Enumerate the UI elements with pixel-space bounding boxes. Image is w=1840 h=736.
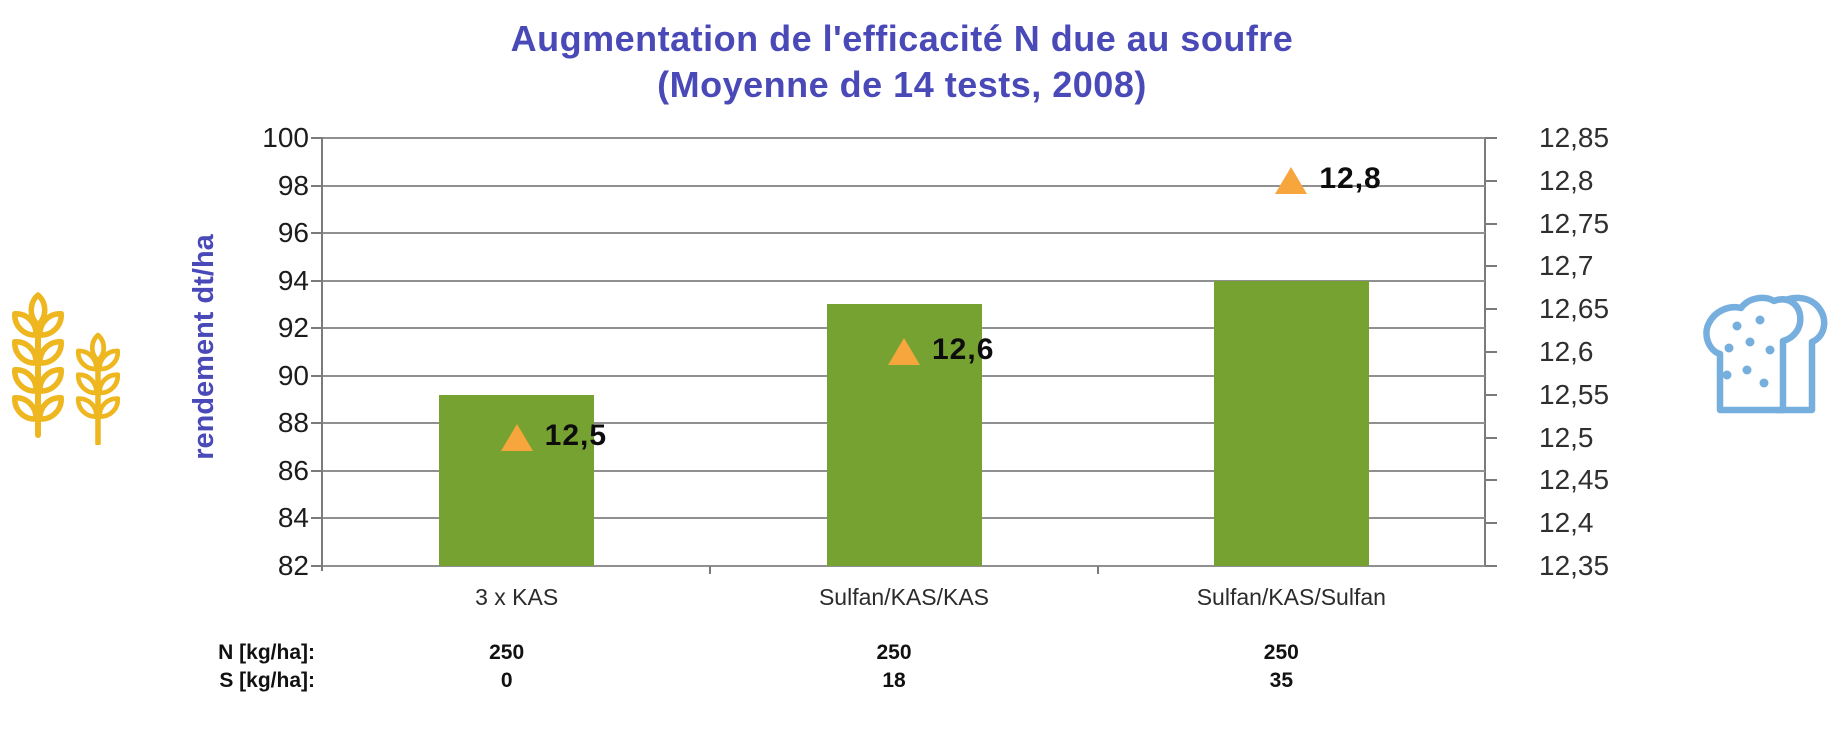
- left-tick-label: 92: [277, 312, 309, 344]
- category-label-1: 3 x KAS: [475, 584, 559, 610]
- left-axis-line: [321, 138, 323, 571]
- n-row-label: N [kg/ha]:: [218, 641, 315, 664]
- left-tick-label: 96: [277, 217, 309, 249]
- right-tick-label: 12,85: [1539, 122, 1610, 153]
- chart-title-line2: (Moyenne de 14 tests, 2008): [657, 64, 1147, 105]
- marker-triangle-2: [888, 338, 920, 365]
- left-tick: [311, 327, 323, 330]
- right-tick-label: 12,7: [1539, 250, 1594, 282]
- right-tick-label: 12,75: [1539, 207, 1610, 239]
- x-axis-tick: [1096, 566, 1099, 574]
- annotation-value: 18: [882, 669, 906, 692]
- gridline: [323, 232, 1485, 235]
- bread-crumb-dots: [1722, 315, 1775, 388]
- s-row-label: S [kg/ha]:: [219, 669, 315, 692]
- annotation-value: 250: [1263, 641, 1299, 664]
- right-tick: [1485, 393, 1497, 396]
- bar-1: [439, 394, 595, 566]
- category-label-3: Sulfan/KAS/Sulfan: [1196, 584, 1386, 610]
- left-tick: [311, 374, 323, 377]
- left-tick-label: 100: [262, 122, 309, 153]
- left-tick: [311, 422, 323, 425]
- right-tick: [1485, 351, 1497, 353]
- annotation-value: 250: [876, 641, 912, 664]
- left-tick: [311, 279, 323, 282]
- right-tick-label: 12,4: [1539, 507, 1594, 539]
- marker-triangle-3: [1275, 166, 1308, 194]
- gridline: [323, 279, 1485, 282]
- left-tick-label: 84: [277, 502, 309, 534]
- category-label-2: Sulfan/KAS/KAS: [818, 584, 990, 610]
- right-tick-label: 12,5: [1539, 421, 1594, 453]
- left-tick: [311, 469, 323, 472]
- left-tick-label: 90: [277, 359, 309, 391]
- left-tick: [311, 184, 323, 187]
- gridline: [323, 184, 1485, 187]
- left-tick-label: 88: [277, 407, 309, 439]
- bread-icon: [1703, 294, 1828, 414]
- left-tick: [311, 565, 323, 567]
- gridline: [323, 565, 1485, 567]
- annotation-value: 250: [489, 641, 525, 664]
- left-tick: [311, 517, 323, 520]
- right-tick: [1485, 222, 1497, 225]
- right-tick-label: 12,45: [1539, 464, 1610, 496]
- marker-label-2: 12,6: [932, 333, 995, 366]
- x-axis-tick: [709, 566, 712, 574]
- left-tick: [311, 232, 323, 235]
- right-tick: [1485, 479, 1497, 482]
- chart-title-line1: Augmentation de l'efficacité N due au so…: [510, 18, 1294, 59]
- gridline: [323, 137, 1485, 139]
- right-tick: [1485, 436, 1497, 439]
- right-tick: [1485, 522, 1497, 525]
- left-tick-label: 98: [277, 169, 309, 201]
- right-tick: [1485, 308, 1497, 311]
- right-tick: [1485, 565, 1497, 567]
- annotation-value: 35: [1269, 669, 1293, 692]
- right-tick: [1485, 137, 1497, 139]
- right-tick: [1485, 265, 1497, 268]
- annotation-value: 0: [500, 669, 513, 692]
- marker-triangle-1: [500, 423, 533, 451]
- right-tick-label: 12,35: [1539, 550, 1610, 581]
- left-tick-label: 86: [277, 454, 309, 486]
- left-tick: [311, 137, 323, 139]
- right-tick-label: 12,8: [1539, 164, 1594, 196]
- marker-label-3: 12,8: [1319, 161, 1382, 195]
- right-tick-label: 12,55: [1539, 378, 1610, 410]
- left-tick-label: 82: [277, 550, 309, 581]
- left-tick-label: 94: [277, 264, 309, 296]
- wheat-icon: [12, 292, 121, 445]
- right-tick-label: 12,6: [1539, 336, 1594, 367]
- marker-label-1: 12,5: [544, 418, 608, 452]
- right-tick: [1485, 179, 1497, 182]
- bar-3: [1213, 280, 1369, 566]
- right-tick-label: 12,65: [1539, 293, 1610, 325]
